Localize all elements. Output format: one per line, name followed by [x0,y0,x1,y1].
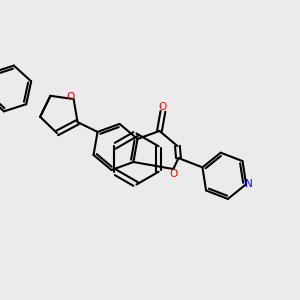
Text: O: O [169,169,178,178]
Text: N: N [244,179,252,189]
Text: O: O [67,92,75,102]
Text: O: O [159,102,167,112]
